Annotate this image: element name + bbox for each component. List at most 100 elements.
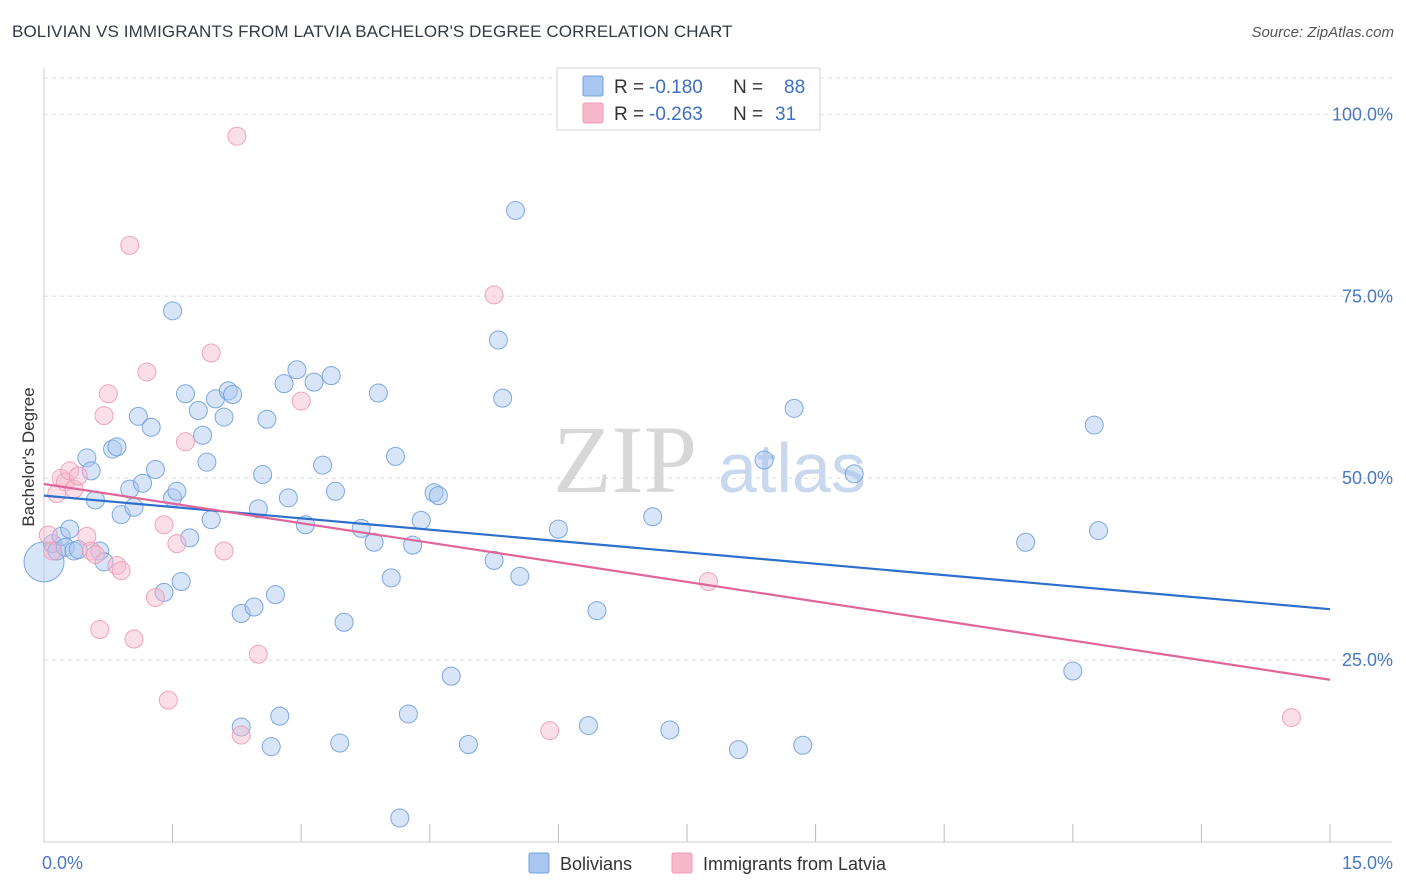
point-bolivians-20 <box>141 417 161 437</box>
point-bolivians-34 <box>214 407 234 427</box>
axes <box>43 68 1392 843</box>
point-bolivians-76 <box>587 601 607 621</box>
y-tick-label-3: 100.0% <box>1332 104 1393 124</box>
point-bolivians-26 <box>171 572 191 592</box>
point-latvia-26 <box>227 126 247 146</box>
point-bolivians-59 <box>381 568 401 588</box>
trend-line-bolivians <box>43 494 1331 611</box>
trend-line-latvia <box>43 482 1331 681</box>
legend-n-label-2: N = <box>733 104 763 125</box>
point-bolivians-18 <box>128 406 148 426</box>
point-bolivians-78 <box>660 720 680 740</box>
point-bolivians-41 <box>253 465 273 485</box>
point-latvia-11 <box>90 620 110 640</box>
point-bolivians-66 <box>428 486 448 506</box>
point-bolivians-39 <box>244 597 264 617</box>
point-bolivians-31 <box>197 452 217 472</box>
legend-bottom-swatch-bolivians <box>528 852 550 874</box>
point-latvia-23 <box>175 432 195 452</box>
legend-r-label-1: R = <box>614 77 644 98</box>
y-axis-title: Bachelor's Degree <box>19 387 38 526</box>
point-latvia-18 <box>137 362 157 382</box>
x-tick-label-max: 15.0% <box>1342 853 1393 873</box>
point-latvia-32 <box>698 572 718 592</box>
point-bolivians-46 <box>274 374 294 394</box>
point-bolivians-81 <box>784 398 804 418</box>
point-bolivians-80 <box>754 450 774 470</box>
point-bolivians-32 <box>201 510 221 530</box>
point-bolivians-74 <box>548 519 568 539</box>
legend-r-value-2: -0.263 <box>649 104 703 125</box>
point-latvia-16 <box>120 235 140 255</box>
legend-r-value-1: -0.180 <box>649 77 703 98</box>
point-bolivians-86 <box>1084 415 1104 435</box>
point-bolivians-29 <box>188 401 208 421</box>
point-bolivians-28 <box>180 528 200 548</box>
y-tick-label-0: 25.0% <box>1342 650 1393 670</box>
point-bolivians-77 <box>643 507 663 527</box>
point-bolivians-52 <box>321 366 341 386</box>
point-bolivians-25 <box>167 481 187 501</box>
point-latvia-17 <box>124 629 144 649</box>
legend-n-value-2: 31 <box>775 104 796 125</box>
point-latvia-13 <box>98 384 118 404</box>
x-tick-labels: 0.0% 15.0% <box>42 853 1393 873</box>
point-bolivians-79 <box>728 740 748 760</box>
point-bolivians-47 <box>278 488 298 508</box>
y-tick-labels: 25.0% 50.0% 75.0% 100.0% <box>1332 104 1393 670</box>
point-latvia-19 <box>145 588 165 608</box>
point-bolivians-51 <box>313 455 333 475</box>
point-bolivians-53 <box>325 481 345 501</box>
point-latvia-30 <box>484 285 504 305</box>
point-bolivians-67 <box>441 666 461 686</box>
point-bolivians-82 <box>793 735 813 755</box>
point-bolivians-85 <box>1063 661 1083 681</box>
point-latvia-8 <box>77 526 97 546</box>
point-bolivians-45 <box>270 706 290 726</box>
x-tick-label-min: 0.0% <box>42 853 83 873</box>
legend-n-value-1: 88 <box>784 77 805 98</box>
chart-title: BOLIVIAN VS IMMIGRANTS FROM LATVIA BACHE… <box>12 22 733 41</box>
point-bolivians-38 <box>231 717 251 737</box>
point-bolivians-27 <box>175 384 195 404</box>
legend-swatch-latvia <box>582 102 604 124</box>
data-points <box>23 126 1301 828</box>
point-bolivians-73 <box>510 566 530 586</box>
legend-bottom-swatch-latvia <box>671 852 693 874</box>
point-bolivians-21 <box>145 459 165 479</box>
watermark-atlas: atlas <box>718 429 866 507</box>
point-latvia-33 <box>1281 708 1301 728</box>
point-latvia-20 <box>154 515 174 535</box>
point-bolivians-55 <box>334 612 354 632</box>
point-bolivians-17 <box>124 497 144 517</box>
point-bolivians-64 <box>411 510 431 530</box>
point-bolivians-36 <box>223 385 243 405</box>
point-latvia-12 <box>94 406 114 426</box>
legend-n-label-1: N = <box>733 77 763 98</box>
point-bolivians-62 <box>398 704 418 724</box>
point-latvia-27 <box>231 725 251 745</box>
point-latvia-10 <box>85 545 105 565</box>
legend-top: R = -0.180 N = 88 R = -0.263 N = 31 <box>556 67 821 131</box>
point-bolivians-83 <box>844 464 864 484</box>
point-bolivians-84 <box>1016 532 1036 552</box>
point-bolivians-43 <box>261 737 281 757</box>
point-bolivians-14 <box>107 437 127 457</box>
point-bolivians-48 <box>287 360 307 380</box>
source-label: Source: ZipAtlas.com <box>1251 24 1394 41</box>
point-latvia-1 <box>43 541 63 561</box>
watermark-zip: ZIP <box>553 406 697 513</box>
point-latvia-29 <box>291 391 311 411</box>
y-tick-label-2: 75.0% <box>1342 286 1393 306</box>
legend-swatch-bolivians <box>582 75 604 97</box>
point-bolivians-75 <box>578 716 598 736</box>
point-bolivians-44 <box>265 585 285 605</box>
point-bolivians-70 <box>488 330 508 350</box>
gridlines <box>44 77 1392 661</box>
point-bolivians-42 <box>257 409 277 429</box>
legend-bottom: Bolivians Immigrants from Latvia <box>528 852 887 874</box>
point-latvia-28 <box>248 644 268 664</box>
point-latvia-24 <box>201 343 221 363</box>
point-bolivians-87 <box>1089 521 1109 541</box>
